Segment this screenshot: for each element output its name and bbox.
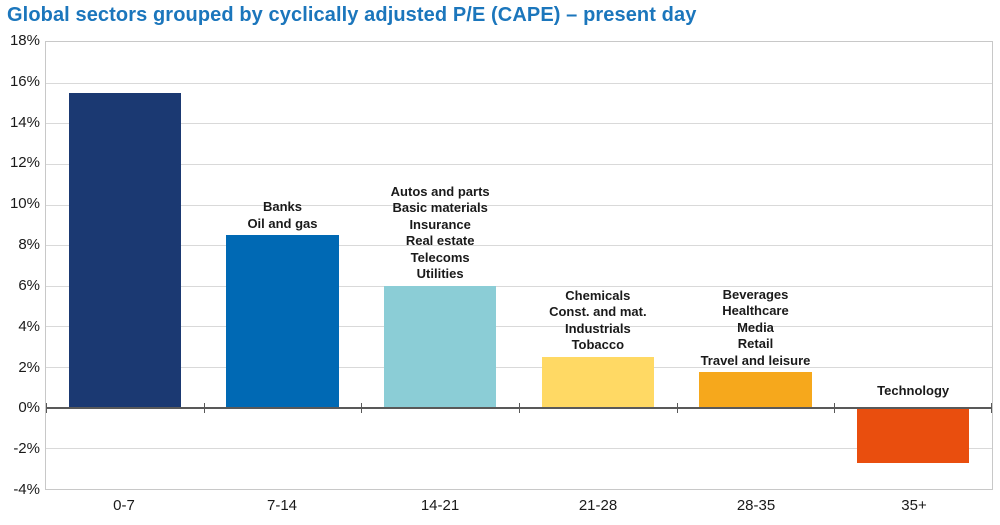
bar-label-line: Utilities [416, 266, 464, 282]
y-axis-label: -2% [13, 440, 40, 458]
y-axis-label: 18% [9, 32, 40, 49]
gridline [46, 245, 992, 247]
y-axis-label: 0% [18, 399, 40, 417]
bar-label-line: Healthcare [722, 303, 789, 319]
gridline [46, 285, 992, 287]
y-axis-label: 10% [9, 195, 40, 213]
bar-label-line: Industrials [564, 320, 631, 336]
bar-label-line: Oil and gas [247, 215, 318, 231]
bar-21-28 [541, 356, 655, 408]
bar-14-21 [383, 285, 497, 408]
bar-label-line: Basic materials [392, 200, 488, 216]
x-axis-label: 21-28 [578, 497, 618, 514]
gridline [46, 448, 992, 450]
bar-group-label: Chemicals Const. and mat. Industrials Tobac… [519, 288, 677, 354]
x-axis-label: 0-7 [113, 497, 135, 514]
axis-tick-mark [991, 402, 992, 413]
gridline [46, 163, 992, 165]
y-axis-label: 6% [18, 276, 40, 294]
bar-label-line: Banks [262, 199, 302, 215]
bar-group-label: Technology [834, 383, 992, 400]
y-axis-label: -4% [13, 481, 40, 498]
y-axis-label: 8% [18, 236, 40, 254]
bar-group-label: Autos and parts Basic materials Insurance R… [361, 184, 519, 283]
y-axis-label: 4% [18, 317, 40, 335]
bar-7-14 [226, 235, 339, 408]
bar-label-line: Chemicals [565, 287, 631, 303]
chart-title: Global sectors grouped by cyclically adj… [7, 4, 697, 26]
axis-tick-mark [203, 402, 205, 413]
y-axis-label: 12% [9, 154, 40, 172]
bar-label-line: Real estate [405, 233, 475, 249]
bar-label-line: Tobacco [571, 337, 625, 353]
axis-tick-mark [519, 402, 520, 413]
bar-group-label: Beverages Healthcare Media Retail Travel and… [677, 287, 835, 370]
bar-label-line: Const. and mat. [549, 304, 647, 320]
bar-0-7 [68, 92, 182, 408]
bar-label-line: Technology [877, 383, 950, 399]
x-axis-label: 7-14 [266, 497, 298, 514]
axis-tick-mark [361, 402, 363, 413]
gridline [46, 123, 992, 125]
y-axis-label: 16% [9, 72, 40, 90]
bar-label-line: Telecoms [410, 249, 470, 265]
gridline [46, 326, 992, 328]
x-axis-label: 28-35 [736, 497, 776, 514]
plot-area: Banks Oil and gas Autos and parts Basic mat… [45, 41, 993, 490]
axis-tick-mark [46, 402, 47, 413]
axis-tick-mark [834, 402, 836, 413]
bar-label-line: Media [737, 319, 774, 335]
gridline [46, 82, 992, 84]
x-axis-label: 35+ [901, 497, 927, 514]
bar-group-label: Banks Oil and gas [204, 199, 362, 232]
bar-label-line: Autos and parts [390, 183, 490, 199]
y-axis-label: 14% [9, 113, 40, 131]
y-axis-label: 2% [18, 358, 40, 376]
x-axis-label: 14-21 [420, 497, 460, 514]
bar-35plus [856, 407, 970, 463]
bar-label-line: Travel and leisure [700, 352, 811, 368]
bar-28-35 [699, 372, 812, 408]
bar-label-line: Insurance [409, 216, 471, 232]
axis-tick-mark [676, 402, 678, 413]
gridline [46, 367, 992, 369]
bar-label-line: Retail [737, 336, 774, 352]
gridline [46, 204, 992, 206]
bar-label-line: Beverages [722, 286, 789, 302]
